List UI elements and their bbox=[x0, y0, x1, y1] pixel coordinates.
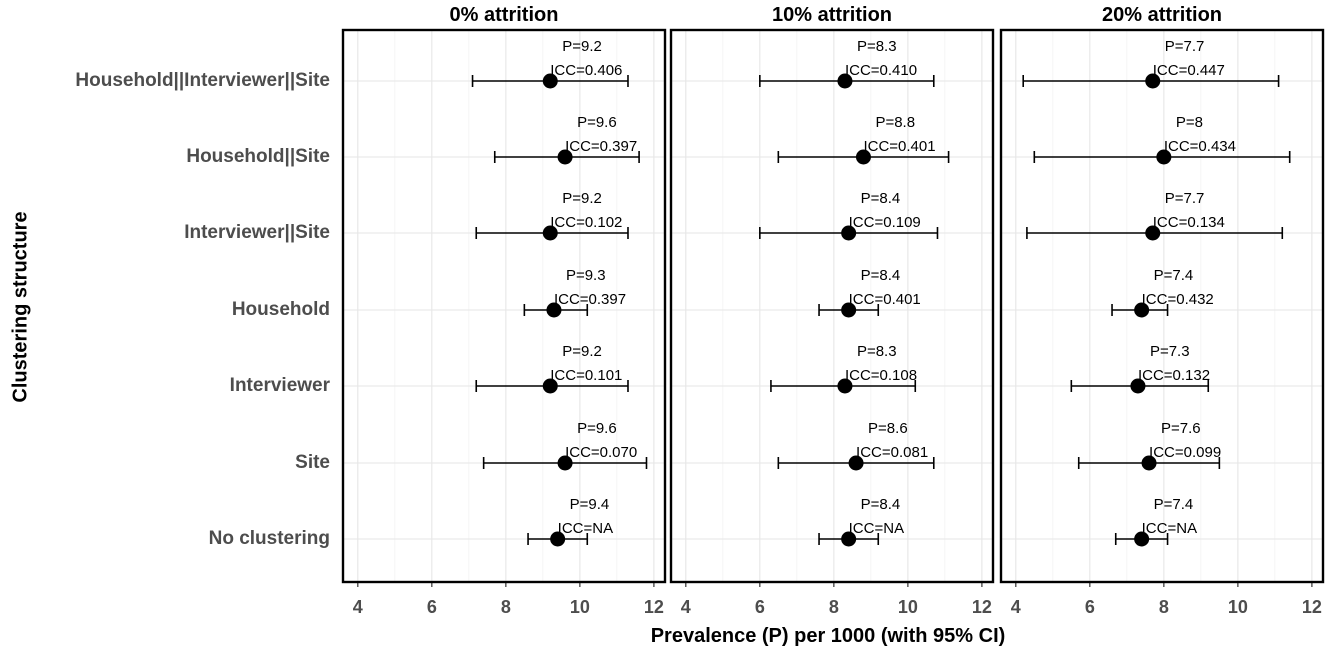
point-estimate bbox=[1145, 225, 1161, 241]
point-estimate bbox=[546, 302, 562, 318]
icc-label: ICC=0.108 bbox=[845, 367, 917, 384]
prevalence-label: P=8.4 bbox=[861, 496, 901, 513]
point-estimate bbox=[848, 455, 864, 471]
icc-label: ICC=0.447 bbox=[1153, 62, 1225, 79]
point-estimate bbox=[1156, 149, 1172, 165]
prevalence-label: P=9.4 bbox=[570, 496, 610, 513]
x-tick-label: 6 bbox=[1085, 597, 1095, 617]
x-tick-label: 8 bbox=[501, 597, 511, 617]
point-estimate bbox=[542, 378, 558, 394]
icc-label: ICC=0.410 bbox=[845, 62, 917, 79]
prevalence-label: P=7.6 bbox=[1161, 420, 1201, 437]
prevalence-label: P=7.7 bbox=[1165, 38, 1205, 55]
category-label: Interviewer||Site bbox=[184, 222, 330, 243]
prevalence-label: P=8 bbox=[1176, 114, 1203, 131]
prevalence-label: P=8.4 bbox=[861, 190, 901, 207]
panel-title: 10% attrition bbox=[772, 4, 892, 26]
icc-label: ICC=0.109 bbox=[849, 214, 921, 231]
point-estimate bbox=[1130, 378, 1146, 394]
y-axis-title: Clustering structure bbox=[9, 211, 31, 402]
point-estimate bbox=[841, 225, 857, 241]
marks-layer bbox=[471, 73, 1291, 547]
x-tick-label: 6 bbox=[427, 597, 437, 617]
icc-label: ICC=0.134 bbox=[1153, 214, 1225, 231]
panel-frame bbox=[999, 28, 1325, 584]
x-tick-label: 10 bbox=[570, 597, 590, 617]
icc-label: ICC=0.102 bbox=[550, 214, 622, 231]
icc-label: ICC=0.397 bbox=[565, 138, 637, 155]
panel-title: 20% attrition bbox=[1102, 4, 1222, 26]
icc-label: ICC=0.406 bbox=[550, 62, 622, 79]
category-label: Household||Interviewer||Site bbox=[75, 70, 330, 91]
point-estimate bbox=[550, 531, 566, 547]
prevalence-label: P=9.2 bbox=[562, 38, 602, 55]
category-label: Interviewer bbox=[230, 375, 331, 396]
x-tick-label: 6 bbox=[755, 597, 765, 617]
prevalence-label: P=8.3 bbox=[857, 343, 897, 360]
x-tick-label: 10 bbox=[1228, 597, 1248, 617]
x-tick-label: 12 bbox=[1302, 597, 1322, 617]
point-estimate bbox=[837, 73, 853, 89]
point-estimate bbox=[557, 455, 573, 471]
prevalence-label: P=8.6 bbox=[868, 420, 908, 437]
point-estimate bbox=[841, 531, 857, 547]
prevalence-label: P=8.3 bbox=[857, 38, 897, 55]
icc-label: ICC=0.099 bbox=[1149, 444, 1221, 461]
icc-label: ICC=0.432 bbox=[1142, 291, 1214, 308]
category-label: No clustering bbox=[209, 528, 330, 549]
point-estimate bbox=[837, 378, 853, 394]
icc-label: ICC=0.101 bbox=[550, 367, 622, 384]
point-estimate bbox=[1145, 73, 1161, 89]
category-label: Household bbox=[232, 299, 330, 320]
x-axis-title: Prevalence (P) per 1000 (with 95% CI) bbox=[651, 625, 1006, 647]
x-tick-label: 12 bbox=[972, 597, 992, 617]
point-estimate bbox=[542, 225, 558, 241]
point-estimate bbox=[557, 149, 573, 165]
x-tick-label: 10 bbox=[898, 597, 918, 617]
x-tick-label: 4 bbox=[1011, 597, 1021, 617]
frames-layer bbox=[341, 28, 1325, 587]
x-tick-label: 4 bbox=[353, 597, 363, 617]
prevalence-label: P=7.3 bbox=[1150, 343, 1190, 360]
x-tick-label: 8 bbox=[1159, 597, 1169, 617]
point-estimate bbox=[1141, 455, 1157, 471]
category-label: Site bbox=[295, 452, 330, 473]
icc-label: ICC=NA bbox=[1142, 520, 1197, 537]
icc-label: ICC=0.081 bbox=[856, 444, 928, 461]
icc-label: ICC=0.434 bbox=[1164, 138, 1236, 155]
point-estimate bbox=[841, 302, 857, 318]
icc-label: ICC=0.401 bbox=[863, 138, 935, 155]
prevalence-label: P=9.3 bbox=[566, 267, 606, 284]
icc-label: ICC=0.132 bbox=[1138, 367, 1210, 384]
text-layer: Household||Interviewer||Site Household||S… bbox=[75, 4, 1322, 617]
panel-frame bbox=[341, 28, 667, 584]
prevalence-label: P=9.6 bbox=[577, 420, 617, 437]
category-label: Household||Site bbox=[186, 146, 330, 167]
x-tick-label: 8 bbox=[829, 597, 839, 617]
panel-title: 0% attrition bbox=[450, 4, 559, 26]
prevalence-label: P=7.4 bbox=[1154, 267, 1194, 284]
x-tick-label: 4 bbox=[681, 597, 691, 617]
prevalence-label: P=7.4 bbox=[1154, 496, 1194, 513]
prevalence-label: P=9.2 bbox=[562, 343, 602, 360]
prevalence-label: P=8.4 bbox=[861, 267, 901, 284]
icc-label: ICC=0.401 bbox=[849, 291, 921, 308]
point-estimate bbox=[1134, 302, 1150, 318]
point-estimate bbox=[855, 149, 871, 165]
prevalence-label: P=9.6 bbox=[577, 114, 617, 131]
panel-frame bbox=[669, 28, 995, 584]
icc-label: ICC=NA bbox=[558, 520, 613, 537]
icc-label: ICC=0.070 bbox=[565, 444, 637, 461]
point-estimate bbox=[1134, 531, 1150, 547]
prevalence-label: P=9.2 bbox=[562, 190, 602, 207]
prevalence-label: P=7.7 bbox=[1165, 190, 1205, 207]
x-tick-label: 12 bbox=[644, 597, 664, 617]
icc-label: ICC=0.397 bbox=[554, 291, 626, 308]
prevalence-label: P=8.8 bbox=[875, 114, 915, 131]
icc-label: ICC=NA bbox=[849, 520, 904, 537]
point-estimate bbox=[542, 73, 558, 89]
